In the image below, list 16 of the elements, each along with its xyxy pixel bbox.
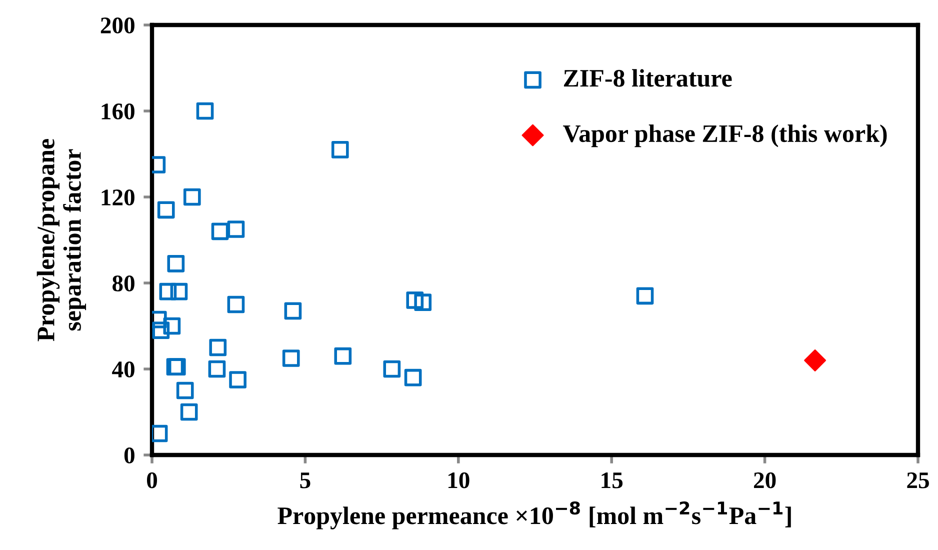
x-tick-label: 0 bbox=[146, 472, 158, 488]
y-tick-label: 200 bbox=[100, 17, 134, 34]
x-tick-label: 25 bbox=[907, 472, 929, 488]
text: Propylene permeance ×10$^{−8}$ [mol m$^{−2}$s$^{−1}$Pa$^{−1}$] bbox=[278, 501, 791, 530]
y-tick-label: 40 bbox=[112, 361, 134, 378]
x-tick-label: 10 bbox=[448, 472, 470, 488]
y-tick-label: 80 bbox=[112, 275, 134, 292]
x-tick-label: 20 bbox=[754, 472, 776, 488]
legend-label: ZIF-8 literature bbox=[564, 69, 732, 87]
x-tick-label: 5 bbox=[300, 472, 310, 488]
y-tick-label: 160 bbox=[102, 103, 134, 120]
legend-label: Vapor phase ZIF-8 (this work) bbox=[563, 124, 887, 148]
x-tick-label: 15 bbox=[602, 472, 623, 488]
y-tick-label: 0 bbox=[124, 447, 134, 464]
y-tick-label: 120 bbox=[102, 189, 134, 206]
y-axis-title: Propylene/propane separation factor bbox=[36, 139, 86, 342]
